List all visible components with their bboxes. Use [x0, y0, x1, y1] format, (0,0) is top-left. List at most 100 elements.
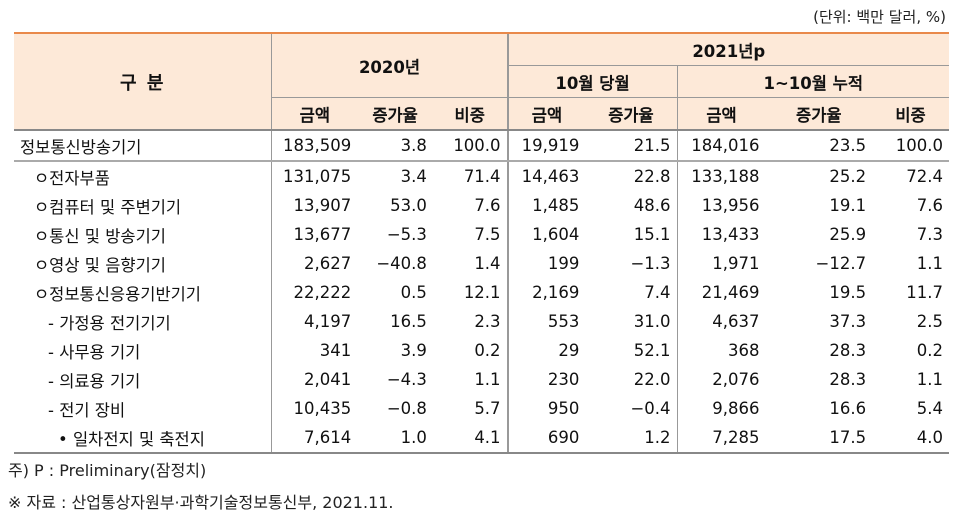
cell-share: 7.5 — [474, 225, 501, 244]
cell-amount: 13,433 — [676, 220, 766, 249]
cell-growth: −0.8 — [386, 399, 427, 418]
cell-share: 1.4 — [474, 254, 501, 273]
cell-amount: 10,435 — [271, 394, 358, 423]
cell-amount: 133,188 — [676, 161, 766, 191]
cell-growth: 25.2 — [829, 167, 867, 186]
row-label: - 가정용 전기기기 — [48, 313, 171, 333]
cell-growth: 22.8 — [633, 167, 671, 186]
cell-share: 1.1 — [916, 254, 943, 273]
table-row: • 일차전지 및 축전지 7,614 1.0 4.1 690 1.2 7,285… — [14, 423, 949, 454]
cell-share: 1.1 — [474, 370, 501, 389]
cell-amount: 2,169 — [506, 278, 586, 307]
table-row: ㅇ전자부품 131,075 3.4 71.4 14,463 22.8 133,1… — [14, 161, 949, 191]
cell-growth: 19.1 — [829, 196, 867, 215]
cell-growth: 17.5 — [765, 423, 873, 454]
cell-growth: 22.0 — [633, 370, 671, 389]
cell-share: 100.0 — [872, 130, 949, 162]
row-label: • 일차전지 및 축전지 — [14, 423, 272, 454]
header-category: 구 분 — [14, 32, 272, 131]
cell-growth: 23.5 — [765, 130, 873, 162]
cell-amount: 131,075 — [271, 161, 358, 191]
col-header-growth: 증가율 — [357, 97, 433, 131]
cell-amount: 7,614 — [271, 423, 358, 454]
cell-share: 5.7 — [474, 399, 501, 418]
unit-note: (단위: 백만 달러, %) — [813, 8, 946, 26]
row-label: ㅇ컴퓨터 및 주변기기 — [34, 197, 182, 217]
cell-amount: 690 — [506, 423, 586, 454]
table-row: ㅇ통신 및 방송기기 13,677 −5.3 7.5 1,604 15.1 13… — [14, 220, 949, 249]
header-year-2021: 2021년p — [506, 32, 949, 66]
cell-growth: 48.6 — [633, 196, 671, 215]
cell-amount: 19,919 — [506, 130, 586, 162]
cell-share: 7.6 — [474, 196, 501, 215]
cell-growth: −0.4 — [630, 399, 671, 418]
row-label: - 전기 장비 — [48, 400, 126, 420]
col-header-amount: 금액 — [271, 97, 358, 131]
col-header-share: 비중 — [872, 97, 949, 131]
cell-growth: 16.5 — [390, 312, 427, 331]
table-row: - 의료용 기기 2,041 −4.3 1.1 230 22.0 2,076 2… — [14, 365, 949, 394]
cell-share: 7.6 — [916, 196, 943, 215]
row-label: ㅇ영상 및 음향기기 — [34, 255, 166, 275]
cell-amount: 7,285 — [676, 423, 766, 454]
cell-share: 11.7 — [906, 283, 943, 302]
cell-growth: −1.3 — [630, 254, 671, 273]
cell-amount: 1,604 — [506, 220, 586, 249]
cell-share: 0.2 — [916, 341, 943, 360]
cell-amount: 29 — [506, 336, 586, 365]
cell-share: 4.0 — [872, 423, 949, 454]
cell-share: 2.3 — [474, 312, 501, 331]
cell-share: 5.4 — [916, 399, 943, 418]
cell-amount: 9,866 — [676, 394, 766, 423]
cell-growth: 16.6 — [829, 399, 867, 418]
cell-growth: 19.5 — [829, 283, 867, 302]
cell-growth: 37.3 — [829, 312, 867, 331]
cell-growth: 25.9 — [829, 225, 867, 244]
col-header-amount: 금액 — [506, 97, 586, 131]
row-label: - 의료용 기기 — [48, 371, 141, 391]
cell-growth: 28.3 — [829, 370, 867, 389]
cell-share: 1.1 — [916, 370, 943, 389]
cell-growth: 3.4 — [400, 167, 427, 186]
cell-amount: 4,197 — [271, 307, 358, 336]
header-year-2020: 2020년 — [271, 32, 508, 98]
cell-share: 12.1 — [463, 283, 501, 302]
cell-amount: 184,016 — [676, 130, 766, 162]
cell-amount: 183,509 — [271, 130, 358, 162]
col-header-share: 비중 — [432, 97, 508, 131]
cell-amount: 2,076 — [676, 365, 766, 394]
cell-amount: 950 — [506, 394, 586, 423]
cell-growth: 15.1 — [633, 225, 671, 244]
cell-amount: 22,222 — [271, 278, 358, 307]
cell-amount: 230 — [506, 365, 586, 394]
col-header-growth: 증가율 — [585, 97, 678, 131]
cell-share: 4.1 — [432, 423, 508, 454]
cell-share: 72.4 — [906, 167, 943, 186]
table-row: - 전기 장비 10,435 −0.8 5.7 950 −0.4 9,866 1… — [14, 394, 949, 423]
cell-share: 71.4 — [463, 167, 501, 186]
cell-amount: 1,485 — [506, 191, 586, 220]
cell-share: 2.5 — [916, 312, 943, 331]
table-row: - 가정용 전기기기 4,197 16.5 2.3 553 31.0 4,637… — [14, 307, 949, 336]
cell-amount: 2,627 — [271, 249, 358, 278]
row-label: - 사무용 기기 — [48, 342, 141, 362]
cell-growth: 21.5 — [585, 130, 678, 162]
table-row: 정보통신방송기기 183,509 3.8 100.0 19,919 21.5 1… — [14, 130, 949, 162]
row-label: ㅇ전자부품 — [34, 168, 110, 188]
cell-growth: 3.8 — [357, 130, 433, 162]
cell-growth: −12.7 — [815, 254, 867, 273]
col-header-amount: 금액 — [676, 97, 766, 131]
cell-share: 7.3 — [916, 225, 943, 244]
row-label: 정보통신방송기기 — [14, 130, 272, 162]
footnote-preliminary: 주) P : Preliminary(잠정치) — [8, 461, 207, 480]
cell-growth: 52.1 — [633, 341, 671, 360]
table-row: ㅇ정보통신응용기반기기 22,222 0.5 12.1 2,169 7.4 21… — [14, 278, 949, 307]
table-row: ㅇ컴퓨터 및 주변기기 13,907 53.0 7.6 1,485 48.6 1… — [14, 191, 949, 220]
cell-growth: −4.3 — [386, 370, 427, 389]
cell-growth: 1.2 — [585, 423, 678, 454]
cell-growth: 53.0 — [390, 196, 427, 215]
cell-growth: 31.0 — [633, 312, 671, 331]
footnote-source: ※ 자료 : 산업통상자원부·과학기술정보통신부, 2021.11. — [8, 493, 394, 512]
cell-amount: 21,469 — [676, 278, 766, 307]
header-cumulative: 1~10월 누적 — [676, 65, 949, 98]
